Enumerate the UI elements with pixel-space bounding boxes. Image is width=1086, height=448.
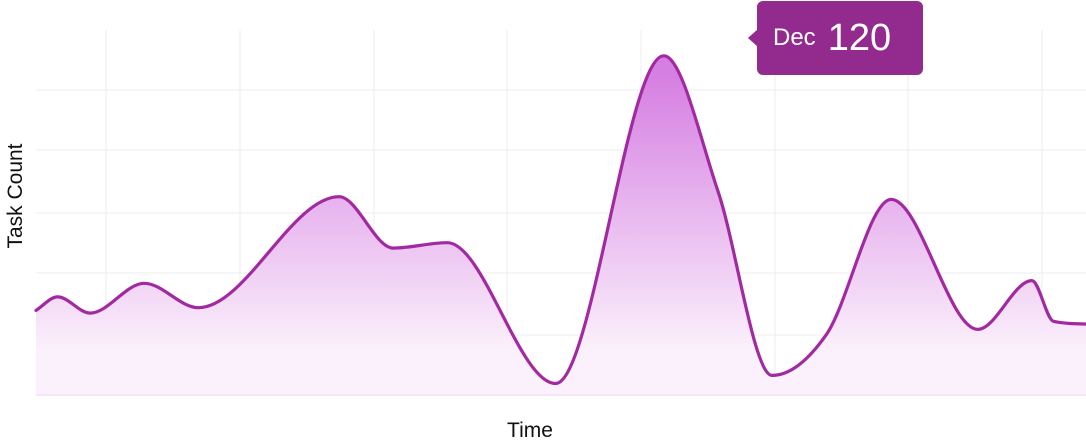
series-line[interactable] <box>34 54 1086 386</box>
value-tooltip: Dec 120 <box>748 1 923 75</box>
x-axis-label: Time <box>507 419 553 442</box>
tooltip-value: 120 <box>827 16 892 59</box>
y-axis-label: Task Count <box>4 143 27 249</box>
tooltip-category: Dec <box>773 24 816 51</box>
series-area <box>36 55 1086 396</box>
